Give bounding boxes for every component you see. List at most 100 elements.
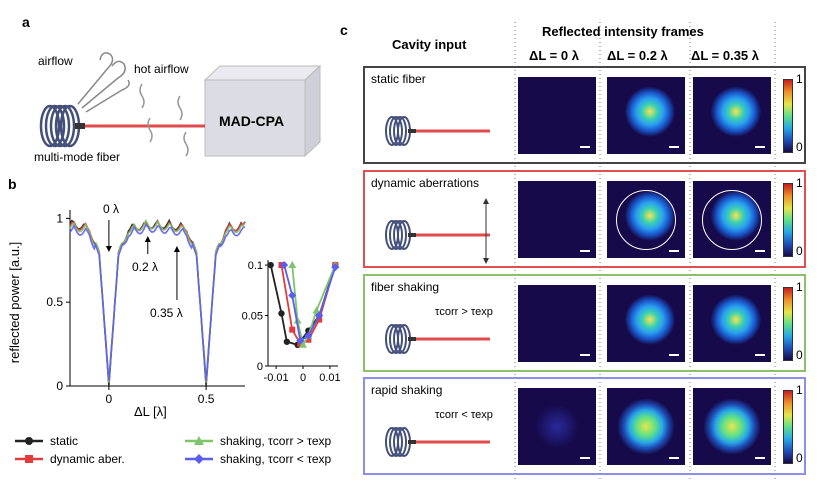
airflow-label: airflow [38,54,73,68]
inset-point [267,261,274,269]
intensity-frame [607,77,685,154]
fiber-label: multi-mode fiber [34,150,121,164]
inset-point [316,316,323,323]
colorbar [783,390,793,464]
inset-point [280,261,289,270]
legend-shaking-fast: shaking, τcorr < τexp [220,452,332,466]
scale-bar [669,354,679,356]
panel-c-letter: c [340,22,348,38]
inset-point [288,261,297,269]
intensity-frame [607,388,685,465]
x-tick-label: 0 [106,392,113,406]
inset-point [293,316,302,324]
legend-markers [15,436,213,464]
colorbar-tick: 0 [796,244,803,258]
row-label: static fiber [371,72,426,86]
inset-point [299,340,307,348]
row-label: dynamic aberrations [371,176,480,190]
cavity-input-header: Cavity input [392,37,467,52]
row-fiber-coil-icon [385,427,490,457]
scale-bar [755,146,765,148]
colorbar-tick: 1 [796,280,803,294]
intensity-frame [693,77,771,154]
inset-x-tick-label: 0.01 [319,372,340,384]
mad-cpa-box-front [204,79,306,157]
colorbar [783,287,793,361]
row-label: rapid shaking [371,383,443,397]
device-label: MAD-CPA [219,113,285,129]
annot-arrowhead [144,236,151,242]
vertical-arrow-icon [483,198,489,264]
inset-y-tick-label: 0 [257,361,263,373]
intensity-frame [518,77,596,154]
panel-a-schematic [39,52,322,158]
fiber-coil-icon [39,104,81,148]
panel-b-letter: b [8,176,17,192]
scale-bar [669,457,679,459]
inset-x-tick-label: 0 [300,372,306,384]
annot-035: 0.35 λ [150,306,183,320]
row-sublabel: τcorr < τexp [435,409,493,421]
inset-y-tick-label: 0.05 [242,311,263,323]
intensity-frame [607,285,685,362]
legend-shaking-slow: shaking, τcorr > τexp [220,434,332,448]
inset-series-line [283,264,337,343]
y-tick-label: 0.5 [46,295,63,309]
inset-x-tick-label: -0.01 [264,372,289,384]
scale-bar [580,354,590,356]
intensity-frame [518,285,596,362]
dl-header-2: ΔL = 0.35 λ [691,48,760,63]
dl-header-0: ΔL = 0 λ [529,48,579,63]
hot-airflow-squiggles [139,83,189,157]
row-box [363,170,806,268]
intensity-frame [518,388,596,465]
row-box [363,274,806,372]
colorbar-tick: 0 [796,348,803,362]
series-line [69,223,246,382]
panel-a-letter: a [22,14,30,30]
aperture-circle [616,190,676,250]
row-sublabel: τcorr > τexp [435,306,493,318]
scale-bar [580,146,590,148]
row-fiber-coil-icon [385,116,490,146]
scale-bar [755,457,765,459]
colorbar-tick: 0 [796,140,803,154]
intensity-frame [693,285,771,362]
scale-bar [669,146,679,148]
inset-point [288,291,297,300]
intensity-frame [607,181,685,258]
y-tick-label: 1 [56,211,63,225]
y-tick-label: 0 [56,379,63,393]
scale-bar [580,457,590,459]
row-box [363,377,806,475]
inset-point [305,336,312,343]
inset-plot-area: 00.050.1-0.01 0 0.01 [242,260,341,384]
intensity-frame [693,388,771,465]
colorbar [783,79,793,153]
legend-marker-static [25,437,33,445]
row-label: fiber shaking [371,280,440,294]
legend-marker-shaking-slow [194,436,204,445]
hot-airflow-label: hot airflow [134,62,189,76]
inset-series-line [291,264,337,348]
annot-0: 0 λ [103,202,120,216]
dl-header-1: ΔL = 0.2 λ [607,48,668,63]
row-fiber-coil-icon [385,324,490,354]
scale-bar [669,250,679,252]
inset-point [315,311,324,320]
legend-marker-dynamic [25,455,33,463]
annot-arrowhead [105,246,112,252]
legend-marker-shaking-fast [194,454,204,464]
colorbar-tick: 1 [796,383,803,397]
annot-02: 0.2 λ [132,260,159,274]
x-axis-label: ΔL [λ] [134,404,167,419]
legend-static: static [50,434,79,448]
fiber-connector [75,123,85,129]
inset-point [304,331,313,340]
inset-point [289,326,296,333]
inset-point [296,336,305,345]
inset-point [331,263,340,272]
inset-point [278,310,285,317]
colorbar-tick: 0 [796,451,803,465]
